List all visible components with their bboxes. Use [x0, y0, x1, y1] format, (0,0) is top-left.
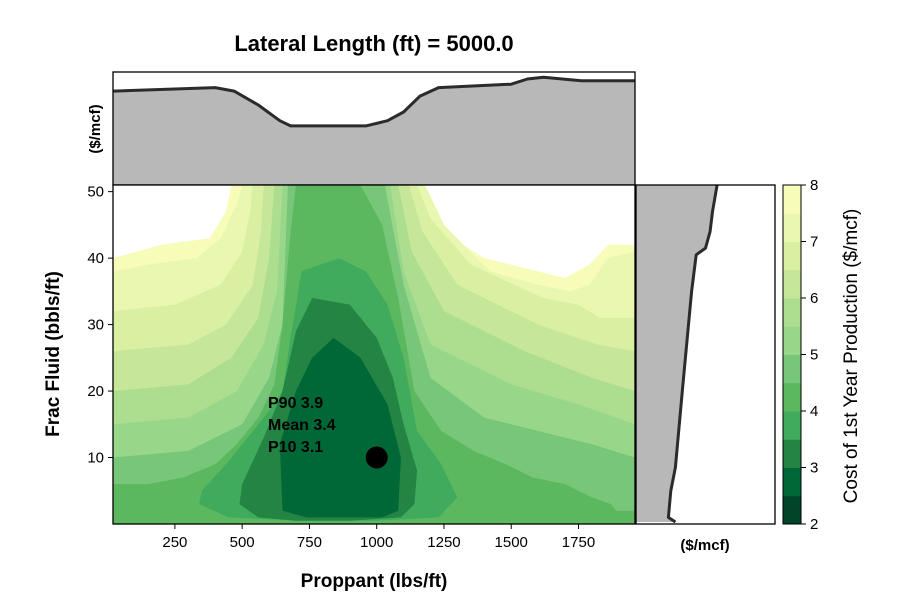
x-tick-label: 500: [230, 534, 255, 551]
contour-band: [279, 337, 401, 518]
estimate-point: [365, 446, 388, 469]
colorbar-band: [783, 439, 801, 468]
annotation-p10: P10 3.1: [268, 439, 323, 456]
top-marginal-area: [113, 77, 635, 185]
colorbar-band: [783, 241, 801, 271]
main-contour-panel: P90 3.9 Mean 3.4 P10 3.1 250 500 750 1000 12…: [43, 184, 636, 592]
x-axis-label: Proppant (lbs/ft): [301, 571, 448, 592]
chart-title: Lateral Length (ft) = 5000.0: [234, 31, 513, 56]
colorbar-tick-label: 6: [810, 290, 818, 307]
right-marginal-area: [636, 185, 718, 522]
top-marginal-panel: ($/mcf): [87, 71, 636, 186]
top-marginal-ylabel: ($/mcf): [87, 104, 104, 153]
colorbar-band: [783, 298, 801, 327]
y-tick-label: 40: [87, 250, 104, 267]
colorbar-label: Cost of 1st Year Production ($/mcf): [841, 209, 862, 504]
colorbar: 2 3 4 5 6 7 8 Cost of 1st Year Production ($/m…: [782, 177, 862, 533]
right-marginal-panel: ($/mcf): [635, 184, 776, 554]
main-plot-frame: [112, 184, 636, 525]
y-tick-label: 20: [87, 383, 104, 400]
right-marginal-xlabel: ($/mcf): [680, 537, 729, 554]
right-marginal-frame: [635, 184, 776, 525]
y-tick-label: 50: [87, 184, 104, 201]
x-tick-label: 1000: [360, 534, 393, 551]
x-tick-label: 750: [297, 534, 322, 551]
colorbar-tick-label: 3: [810, 460, 818, 477]
y-tick-label: 10: [87, 450, 104, 467]
annotation-mean: Mean 3.4: [268, 417, 336, 434]
colorbar-band: [783, 411, 801, 440]
colorbar-band: [783, 382, 801, 412]
top-marginal-line: [113, 75, 635, 128]
colorbar-band: [783, 354, 801, 384]
x-tick-label: 1500: [495, 534, 528, 551]
colorbar-band: [783, 185, 801, 214]
y-tick-label: 30: [87, 317, 104, 334]
colorbar-band: [783, 213, 801, 242]
x-tick-label: 1750: [562, 534, 595, 551]
colorbar-tick-label: 7: [810, 234, 818, 251]
colorbar-tick-label: 2: [810, 516, 818, 533]
x-axis: 250 500 750 1000 1250 1500 1750: [162, 524, 595, 551]
annotation-p90: P90 3.9: [268, 395, 323, 412]
colorbar-band: [783, 467, 801, 497]
y-axis: 10 20 30 40 50: [87, 184, 113, 467]
colorbar-tick-label: 8: [810, 177, 818, 194]
colorbar-band: [783, 326, 801, 355]
x-tick-label: 1250: [427, 534, 460, 551]
colorbar-tick-label: 4: [810, 403, 818, 420]
colorbar-band: [783, 269, 801, 299]
colorbar-tick-label: 5: [810, 347, 818, 364]
x-tick-label: 250: [162, 534, 187, 551]
right-marginal-line: [666, 185, 719, 524]
y-axis-label: Frac Fluid (bbls/ft): [43, 271, 64, 437]
colorbar-band: [783, 495, 801, 525]
